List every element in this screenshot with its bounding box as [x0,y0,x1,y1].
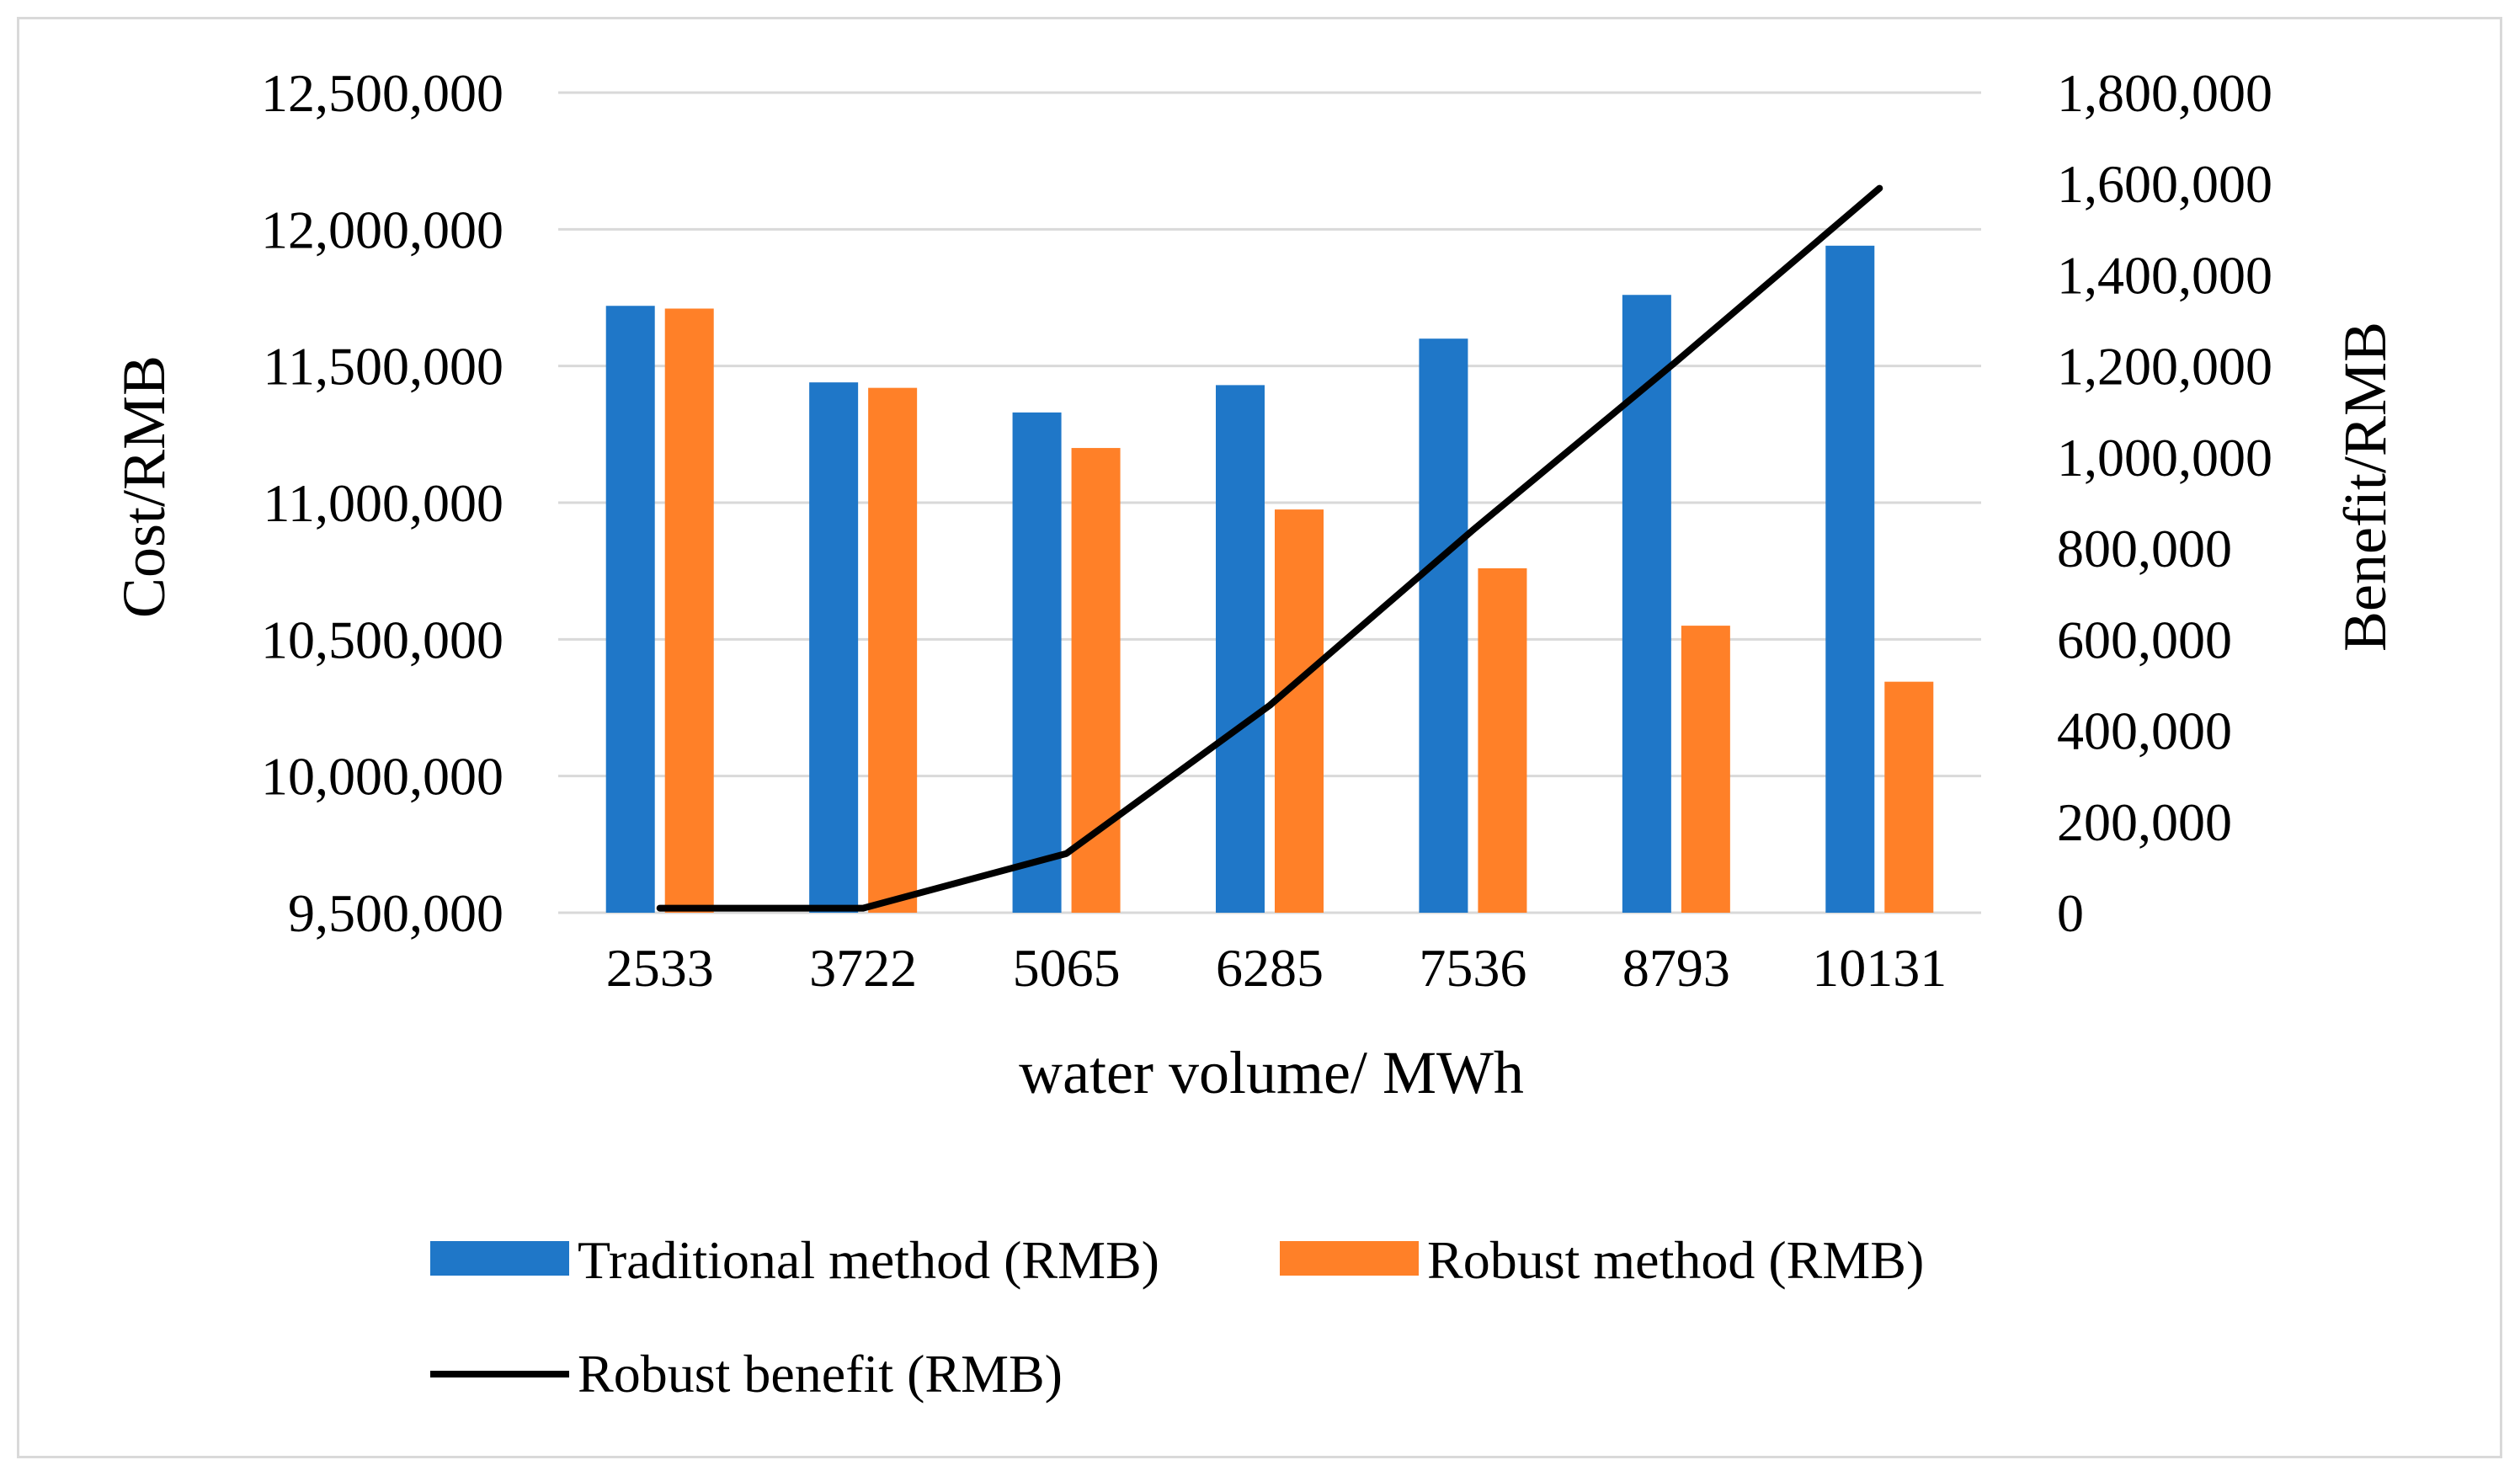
y2-tick-label: 1,600,000 [2057,154,2272,214]
chart-frame: 9,500,000 10,000,000 10,500,000 11,000,000 1… [17,17,2502,1458]
bar-robust [1681,626,1730,913]
y2-tick-label: 1,400,000 [2057,245,2272,305]
x-tick-label: 8793 [1622,938,1730,998]
bar-robust [1478,567,1527,913]
chart-svg: 9,500,000 10,000,000 10,500,000 11,000,000 1… [110,63,2399,1404]
right-axis-ticks: 0 200,000 400,000 600,000 800,000 1,000,000 1,… [2057,63,2272,943]
bars [605,245,1934,914]
bar-robust [1884,681,1934,913]
benefit-point [1269,705,1271,706]
y2-tick-label: 600,000 [2057,610,2232,669]
legend: Traditional method (RMB) Robust method (… [430,1230,1924,1404]
legend-label-traditional: Traditional method (RMB) [578,1230,1159,1290]
left-axis-ticks: 9,500,000 10,000,000 10,500,000 11,000,000 1… [261,63,503,943]
bar-traditional [1419,338,1468,913]
x-tick-label: 2533 [606,938,714,998]
y-tick-label: 10,000,000 [261,747,503,807]
bar-traditional [1216,385,1265,914]
bar-robust [868,387,918,913]
y2-tick-label: 400,000 [2057,701,2232,761]
y2-tick-label: 800,000 [2057,519,2232,578]
bar-traditional [809,382,859,913]
bar-traditional [605,306,655,913]
y-tick-label: 11,500,000 [263,337,503,397]
x-axis-ticks: 2533 3722 5065 6285 7536 8793 10131 [606,938,1947,998]
y2-tick-label: 1,000,000 [2057,428,2272,488]
legend-swatch-robust [1280,1241,1419,1276]
benefit-line-layer [656,184,1883,912]
legend-swatch-traditional [430,1241,569,1276]
benefit-point [862,908,864,909]
y-tick-label: 11,000,000 [263,473,503,533]
x-tick-label: 3722 [809,938,917,998]
benefit-point [1066,853,1068,855]
y-tick-label: 12,500,000 [261,63,503,123]
x-tick-label: 5065 [1013,938,1121,998]
legend-label-benefit: Robust benefit (RMB) [578,1344,1063,1404]
y-tick-label: 12,000,000 [261,200,503,259]
x-tick-label: 7536 [1419,938,1526,998]
benefit-point [659,908,661,909]
y2-tick-label: 1,200,000 [2057,337,2272,397]
benefit-point [1878,188,1880,189]
y2-tick-label: 1,800,000 [2057,63,2272,123]
bar-traditional [1825,245,1875,913]
y2-axis-title: Benefit/RMB [2331,322,2399,652]
x-tick-label: 6285 [1216,938,1324,998]
y-axis-title: Cost/RMB [110,355,178,618]
y2-tick-label: 200,000 [2057,792,2232,852]
y-tick-label: 10,500,000 [261,610,503,669]
bar-traditional [1012,412,1062,913]
bar-robust [664,308,714,913]
legend-label-robust: Robust method (RMB) [1427,1230,1924,1290]
bar-robust [1275,509,1324,913]
x-tick-label: 10131 [1812,938,1947,998]
gridlines [558,91,1981,914]
y2-tick-label: 0 [2057,883,2084,943]
y-tick-label: 9,500,000 [288,883,503,943]
x-axis-title: water volume/ MWh [1019,1039,1524,1106]
